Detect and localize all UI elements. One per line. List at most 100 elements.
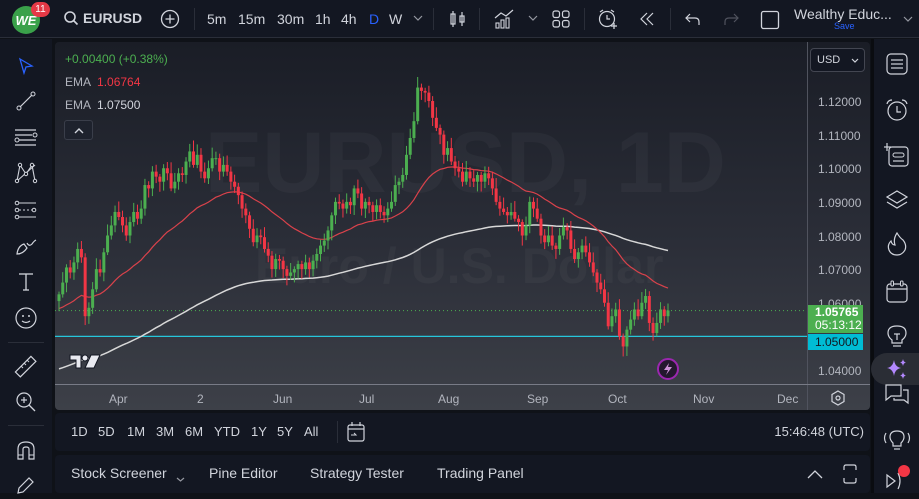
- lock-drawings-tool[interactable]: [12, 471, 40, 499]
- time-axis[interactable]: Apr 2 Jun Jul Aug Sep Oct Nov Dec: [55, 384, 870, 410]
- ideas-button[interactable]: [882, 322, 912, 352]
- ema-slow-line[interactable]: [58, 224, 669, 370]
- range-1y[interactable]: 1Y: [251, 424, 267, 439]
- candle-body: [483, 173, 487, 182]
- hotlists-button[interactable]: [882, 229, 912, 259]
- undo-button[interactable]: [684, 11, 702, 27]
- collapse-legend-button[interactable]: [64, 120, 93, 140]
- candle-body: [502, 208, 506, 212]
- watchlist-button[interactable]: [882, 49, 912, 79]
- candle-body: [535, 208, 539, 219]
- chats-button[interactable]: [882, 380, 912, 410]
- ai-assistant-button[interactable]: [882, 354, 912, 384]
- timeframe-d[interactable]: D: [369, 11, 380, 27]
- timeframe-w[interactable]: W: [389, 11, 403, 27]
- chart-settings-button[interactable]: [830, 390, 846, 410]
- chart-pane[interactable]: EURUSD, 1D Euro / U.S. Dollar +0.00400 (…: [55, 42, 870, 410]
- calendar-button[interactable]: [882, 277, 912, 307]
- utc-clock[interactable]: 15:46:48 (UTC): [774, 424, 864, 439]
- expand-panel-button[interactable]: [806, 467, 824, 485]
- layout-dropdown[interactable]: [903, 15, 913, 23]
- tech-ideas-button[interactable]: [882, 425, 912, 455]
- compare-symbol-button[interactable]: [160, 9, 180, 29]
- streams-button[interactable]: [882, 463, 912, 493]
- candle-body: [442, 134, 446, 155]
- candle-body: [270, 255, 274, 270]
- add-list-icon: [884, 143, 909, 167]
- tab-strategy-tester[interactable]: Strategy Tester: [310, 465, 404, 481]
- range-6m[interactable]: 6M: [185, 424, 204, 439]
- timeframe-4h[interactable]: 4h: [341, 11, 357, 27]
- candlestick-chart[interactable]: [55, 42, 807, 384]
- cursor-tool[interactable]: [12, 52, 40, 80]
- templates-button[interactable]: [552, 10, 570, 28]
- brush-tool[interactable]: [12, 232, 40, 260]
- candle-body: [449, 148, 453, 162]
- candle-body: [531, 201, 535, 209]
- text-tool[interactable]: [12, 268, 40, 296]
- range-1d[interactable]: 1D: [71, 424, 88, 439]
- flash-news-button[interactable]: [657, 358, 679, 380]
- range-5y[interactable]: 5Y: [277, 424, 293, 439]
- candle-body: [203, 171, 207, 179]
- timeframe-1h[interactable]: 1h: [315, 11, 331, 27]
- ema-slow-legend[interactable]: EMA 1.07500: [65, 98, 140, 112]
- candle-body: [352, 188, 356, 206]
- trendline-tool[interactable]: [12, 87, 40, 115]
- ema-fast-line[interactable]: [58, 166, 669, 310]
- chart-type-button[interactable]: [449, 9, 467, 29]
- ema-fast-legend[interactable]: EMA 1.06764: [65, 75, 140, 89]
- range-1m[interactable]: 1M: [127, 424, 146, 439]
- pattern-tool[interactable]: [12, 159, 40, 187]
- indicators-button[interactable]: [493, 8, 515, 30]
- chevron-down-icon: [528, 15, 538, 21]
- range-all[interactable]: All: [304, 424, 319, 439]
- measure-tool[interactable]: [12, 353, 40, 381]
- replay-button[interactable]: [638, 11, 656, 27]
- candle-body: [629, 319, 633, 330]
- range-3m[interactable]: 3M: [156, 424, 175, 439]
- time-label: Jul: [359, 392, 375, 406]
- candle-body: [621, 336, 625, 347]
- tab-pine-editor[interactable]: Pine Editor: [209, 465, 278, 481]
- maximize-panel-button[interactable]: [842, 464, 858, 489]
- candle-body: [274, 259, 278, 270]
- tab-trading-panel[interactable]: Trading Panel: [437, 465, 524, 481]
- magnet-tool[interactable]: [12, 437, 40, 465]
- timeframe-30m[interactable]: 30m: [277, 11, 305, 27]
- symbol-search[interactable]: EURUSD: [63, 10, 142, 26]
- icon-tool[interactable]: [12, 304, 40, 332]
- timeframe-15m[interactable]: 15m: [238, 11, 266, 27]
- fullscreen-button[interactable]: [760, 10, 780, 30]
- tradingview-logo[interactable]: [69, 354, 101, 375]
- time-label: 2: [197, 392, 204, 406]
- horizontal-lines-tool[interactable]: [12, 123, 40, 151]
- forecast-tool[interactable]: [12, 196, 40, 224]
- layout-name[interactable]: Wealthy Educ...: [794, 6, 892, 22]
- candle-body: [135, 211, 139, 219]
- data-window-button[interactable]: [882, 140, 912, 170]
- tab-stock-screener[interactable]: Stock Screener: [71, 465, 167, 481]
- indicators-dropdown[interactable]: [528, 14, 538, 22]
- panel-divider[interactable]: [871, 39, 874, 493]
- candle-body: [565, 227, 569, 231]
- zoom-tool[interactable]: [12, 388, 40, 416]
- range-5d[interactable]: 5D: [98, 424, 115, 439]
- alerts-button[interactable]: [882, 95, 912, 125]
- notification-badge[interactable]: 11: [31, 2, 50, 17]
- candle-body: [412, 121, 416, 138]
- redo-button[interactable]: [722, 11, 740, 27]
- timeframe-dropdown[interactable]: [413, 14, 423, 22]
- alert-button[interactable]: [597, 8, 619, 30]
- go-to-date-button[interactable]: [346, 421, 366, 448]
- save-button[interactable]: Save: [834, 21, 855, 31]
- timeframe-5m[interactable]: 5m: [207, 11, 227, 27]
- object-tree-button[interactable]: [882, 185, 912, 215]
- stock-screener-dropdown[interactable]: [176, 470, 185, 488]
- trendline-icon: [16, 91, 36, 111]
- currency-select[interactable]: USD: [810, 48, 865, 72]
- candle-body: [528, 201, 532, 226]
- price-axis[interactable]: 1.12000 1.11000 1.10000 1.09000 1.08000 …: [807, 42, 870, 384]
- range-ytd[interactable]: YTD: [214, 424, 240, 439]
- candle-body: [356, 188, 360, 194]
